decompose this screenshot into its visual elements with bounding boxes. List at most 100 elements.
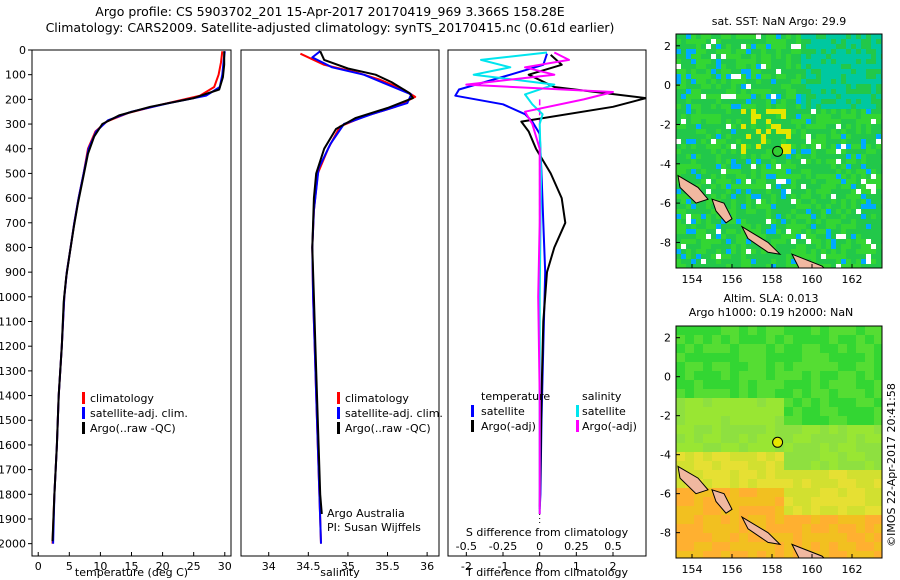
landmass [677, 465, 709, 495]
heatmap-cell [726, 244, 731, 249]
heatmap-cell [841, 209, 846, 214]
landmass [740, 515, 782, 546]
heatmap-cell [856, 497, 865, 506]
heatmap-cell [761, 259, 766, 264]
heatmap-cell [711, 44, 716, 49]
y-tick-label: 0 [19, 44, 26, 57]
heatmap-cell [685, 362, 694, 371]
heatmap-cell [874, 398, 882, 407]
heatmap-cell [775, 542, 784, 551]
heatmap-cell [701, 149, 706, 154]
heatmap-cell [786, 104, 791, 109]
heatmap-cell [861, 94, 866, 99]
heatmap-cell [748, 326, 757, 335]
heatmap-cell [802, 443, 811, 452]
heatmap-cell [681, 204, 686, 209]
heatmap-cell [847, 389, 856, 398]
heatmap-cell [771, 239, 776, 244]
heatmap-cell [741, 219, 746, 224]
heatmap-cell [776, 239, 781, 244]
heatmap-cell [721, 154, 726, 159]
heatmap-cell [801, 179, 806, 184]
heatmap-cell [784, 470, 793, 479]
heatmap-cell [748, 425, 757, 434]
heatmap-cell [856, 443, 865, 452]
heatmap-cell [694, 497, 703, 506]
heatmap-cell [876, 114, 881, 119]
heatmap-cell [726, 234, 731, 239]
heatmap-cell [766, 371, 775, 380]
x-tick-label: 162 [842, 273, 863, 286]
heatmap-cell [836, 174, 841, 179]
heatmap-cell [731, 94, 736, 99]
heatmap-cell [776, 79, 781, 84]
heatmap-cell [694, 533, 703, 542]
heatmap-cell [736, 104, 741, 109]
heatmap-cell [741, 174, 746, 179]
y-tick-label: 2 [664, 332, 671, 345]
y-tick-label: 300 [5, 118, 26, 131]
heatmap-cell [676, 244, 681, 249]
heatmap-cell [811, 234, 816, 239]
heatmap-cell [786, 194, 791, 199]
heatmap-cell [701, 89, 706, 94]
heatmap-cell [806, 164, 811, 169]
heatmap-cell [751, 129, 756, 134]
heatmap-cell [847, 488, 856, 497]
heatmap-cell [751, 199, 756, 204]
heatmap-cell [711, 164, 716, 169]
heatmap-cell [847, 497, 856, 506]
heatmap-cell [820, 461, 829, 470]
heatmap-cell [721, 44, 726, 49]
heatmap-cell [681, 214, 686, 219]
heatmap-cell [771, 59, 776, 64]
heatmap-cell [741, 214, 746, 219]
heatmap-cell [731, 74, 736, 79]
heatmap-cell [874, 371, 882, 380]
heatmap-cell [876, 254, 881, 259]
heatmap-cell [820, 524, 829, 533]
heatmap-cell [696, 229, 701, 234]
heatmap-cell [831, 264, 836, 268]
heatmap-cell [731, 34, 736, 39]
heatmap-cell [751, 99, 756, 104]
heatmap-cell [766, 452, 775, 461]
heatmap-cell [726, 159, 731, 164]
heatmap-cell [712, 371, 721, 380]
heatmap-cell [706, 139, 711, 144]
heatmap-cell [761, 89, 766, 94]
heatmap-cell [706, 194, 711, 199]
heatmap-cell [801, 214, 806, 219]
heatmap-cell [866, 244, 871, 249]
heatmap-cell [748, 506, 757, 515]
heatmap-cell [791, 79, 796, 84]
heatmap-cell [791, 174, 796, 179]
heatmap-cell [871, 129, 876, 134]
heatmap-cell [771, 259, 776, 264]
heatmap-cell [701, 214, 706, 219]
heatmap-cell [771, 194, 776, 199]
heatmap-cell [847, 344, 856, 353]
heatmap-cell [821, 184, 826, 189]
heatmap-cell [756, 119, 761, 124]
heatmap-cell [796, 94, 801, 99]
heatmap-cell [806, 204, 811, 209]
heatmap-cell [866, 254, 871, 259]
heatmap-cell [746, 84, 751, 89]
heatmap-cell [802, 515, 811, 524]
heatmap-cell [802, 479, 811, 488]
heatmap-cell [751, 84, 756, 89]
heatmap-cell [696, 249, 701, 254]
heatmap-cell [771, 189, 776, 194]
heatmap-cell [781, 194, 786, 199]
heatmap-cell [761, 174, 766, 179]
heatmap-cell [696, 204, 701, 209]
heatmap-cell [706, 39, 711, 44]
heatmap-cell [741, 209, 746, 214]
heatmap-cell [816, 224, 821, 229]
heatmap-cell [771, 234, 776, 239]
heatmap-cell [761, 109, 766, 114]
heatmap-cell [838, 371, 847, 380]
heatmap-cell [712, 533, 721, 542]
legend-swatch [82, 422, 85, 434]
